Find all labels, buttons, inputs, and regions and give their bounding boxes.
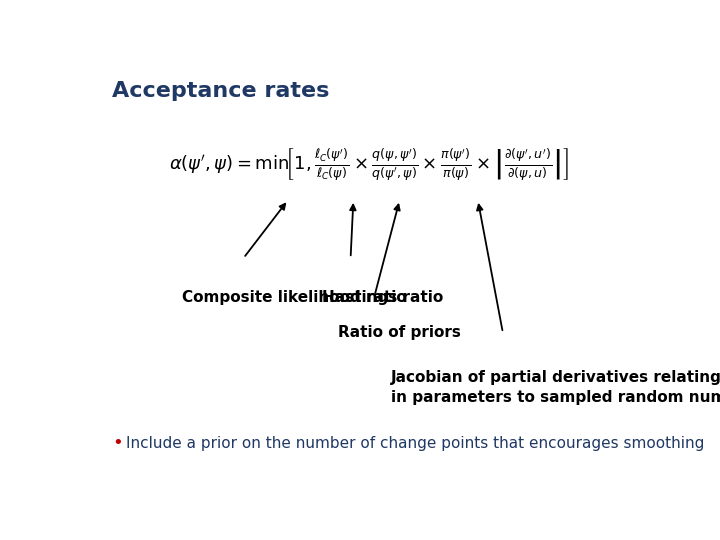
Text: Hastings ratio: Hastings ratio <box>322 290 443 305</box>
Text: Composite likelihood ratio: Composite likelihood ratio <box>182 290 407 305</box>
Text: •: • <box>112 434 123 452</box>
Text: Acceptance rates: Acceptance rates <box>112 82 330 102</box>
Text: Include a prior on the number of change points that encourages smoothing: Include a prior on the number of change … <box>126 436 705 451</box>
Text: Jacobian of partial derivatives relating changes
in parameters to sampled random: Jacobian of partial derivatives relating… <box>392 370 720 405</box>
Text: $\alpha(\psi^{\prime},\psi) = \min\!\left[1,\frac{\ell_C(\psi^{\prime})}{\ell_C(: $\alpha(\psi^{\prime},\psi) = \min\!\lef… <box>169 146 569 183</box>
Text: Ratio of priors: Ratio of priors <box>338 326 462 341</box>
